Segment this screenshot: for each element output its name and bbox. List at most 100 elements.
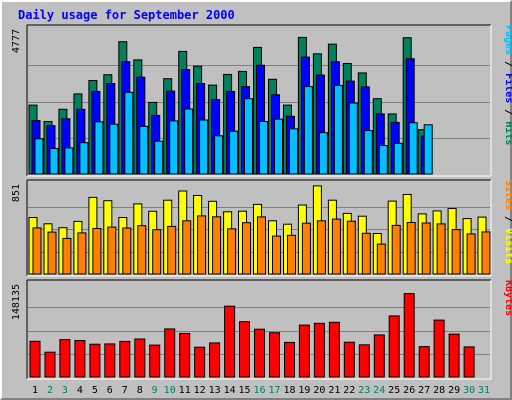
day-label-25: 25 (388, 385, 400, 396)
hits_panel-bar-pages-day-16 (259, 121, 268, 175)
day-label-7: 7 (122, 385, 128, 396)
day-label-28: 28 (433, 385, 445, 396)
hits_panel-bar-pages-day-20 (318, 132, 328, 175)
visits_panel-legend: Sites / Visits (503, 180, 512, 264)
visits_panel-bar-sites-day-19 (301, 222, 311, 275)
visits_panel-bar-sites-day-13 (212, 216, 222, 275)
day-label-16: 16 (253, 385, 265, 396)
hits_panel-bar-pages-day-24 (378, 145, 388, 175)
visits_panel-bar-sites-day-15 (242, 222, 251, 275)
day-label-18: 18 (283, 385, 295, 396)
hits_panel-bar-pages-day-14 (229, 130, 239, 175)
kbytes_panel-bar-kbytes-day-9 (149, 344, 161, 378)
visits_panel-bar-sites-day-23 (361, 232, 371, 275)
day-label-24: 24 (373, 385, 385, 396)
visits_panel-legend-part-2: Visits (503, 228, 512, 264)
day-label-4: 4 (77, 385, 83, 396)
hits_panel-bar-pages-day-4 (79, 142, 89, 175)
kbytes_panel-bar-kbytes-day-2 (44, 351, 56, 378)
hits_panel-legend-part-0: Pages (503, 25, 512, 55)
day-label-27: 27 (418, 385, 430, 396)
visits_panel-bar-sites-day-27 (421, 222, 431, 275)
visits_panel-bar-sites-day-21 (331, 218, 341, 275)
visits_panel-bar-sites-day-6 (107, 226, 117, 275)
day-label-8: 8 (137, 385, 143, 396)
hits_panel-bar-pages-day-9 (154, 140, 164, 175)
kbytes_panel-bar-kbytes-day-29 (448, 333, 460, 378)
day-label-29: 29 (448, 385, 460, 396)
day-label-3: 3 (62, 385, 68, 396)
hits_panel-bar-pages-day-23 (363, 130, 373, 175)
visits_panel-bar-sites-day-18 (287, 234, 296, 275)
day-label-15: 15 (238, 385, 250, 396)
hits_panel-bar-pages-day-25 (393, 142, 403, 175)
visits_panel-bar-sites-day-22 (346, 220, 356, 275)
visits_panel-bar-sites-day-17 (272, 235, 281, 275)
hits_panel-bar-pages-day-8 (139, 125, 149, 175)
hits_panel-legend-part-1: / (503, 55, 512, 73)
hits_panel-bar-pages-day-21 (333, 84, 343, 175)
day-label-5: 5 (92, 385, 98, 396)
kbytes_panel-bar-kbytes-day-1 (29, 340, 41, 378)
kbytes_panel-bar-kbytes-day-16 (254, 328, 265, 378)
kbytes_panel-max-label: 148135 (11, 284, 22, 320)
visits_panel-bar-sites-day-16 (257, 216, 266, 275)
kbytes_panel-bar-kbytes-day-3 (59, 339, 71, 378)
hits_panel-bar-pages-day-17 (274, 118, 283, 175)
visits_panel-bar-sites-day-31 (481, 231, 491, 275)
visits_panel-bar-sites-day-11 (182, 220, 192, 275)
day-label-22: 22 (343, 385, 355, 396)
visits_panel-bar-sites-day-28 (436, 223, 446, 275)
visits_panel-bar-sites-day-26 (406, 222, 416, 275)
visits_panel-bar-sites-day-10 (167, 225, 177, 275)
visits_panel-bar-sites-day-7 (122, 227, 132, 275)
kbytes_panel-bar-kbytes-day-6 (104, 343, 116, 378)
kbytes_panel-bar-kbytes-day-10 (164, 328, 176, 378)
visits_panel-legend-part-1: / (503, 210, 512, 228)
visits_panel-bar-sites-day-30 (466, 233, 476, 275)
visits_panel-legend-part-0: Sites (503, 180, 512, 210)
kbytes_panel-bar-kbytes-day-19 (298, 324, 310, 378)
hits_panel-bar-pages-day-15 (244, 98, 253, 175)
day-label-6: 6 (107, 385, 113, 396)
hits_panel-bar-pages-day-19 (303, 86, 313, 175)
hits_panel-bar-pages-day-18 (289, 128, 298, 175)
visits_panel-bar-sites-day-3 (62, 237, 72, 275)
kbytes_panel-bar-kbytes-day-8 (134, 338, 146, 378)
kbytes_panel-bar-kbytes-day-25 (388, 315, 400, 378)
hits_panel-bar-pages-day-11 (184, 108, 194, 175)
hits_panel-legend-part-4: Hits (503, 121, 512, 145)
visits_panel-bar-sites-day-25 (391, 224, 401, 275)
kbytes_panel-legend-part-0: KBytes (503, 280, 512, 316)
day-label-11: 11 (179, 385, 191, 396)
kbytes_panel-bar-kbytes-day-12 (194, 346, 206, 378)
kbytes_panel-bar-kbytes-day-21 (328, 321, 340, 378)
kbytes_panel-bar-kbytes-day-5 (89, 343, 101, 378)
day-label-10: 10 (164, 385, 176, 396)
visits_panel-bar-sites-day-20 (316, 220, 326, 275)
kbytes_panel-bar-kbytes-day-15 (239, 321, 250, 378)
kbytes_panel-bar-kbytes-day-7 (119, 340, 131, 378)
chart-title: Daily usage for September 2000 (18, 8, 235, 22)
day-label-17: 17 (268, 385, 280, 396)
kbytes_panel-bar-kbytes-day-24 (373, 334, 385, 378)
day-label-26: 26 (403, 385, 415, 396)
day-label-19: 19 (298, 385, 310, 396)
day-label-20: 20 (313, 385, 325, 396)
hits_panel-bar-pages-day-10 (169, 120, 179, 175)
hits_panel-bar-pages-day-3 (64, 147, 74, 175)
visits_panel-bar-sites-day-5 (92, 228, 102, 275)
kbytes_panel-legend: KBytes (503, 280, 512, 316)
visits_panel-bar-sites-day-2 (47, 231, 57, 275)
visits_panel-bar-sites-day-8 (137, 225, 147, 275)
kbytes_panel-bar-kbytes-day-30 (463, 346, 475, 378)
day-label-21: 21 (328, 385, 340, 396)
day-label-9: 9 (152, 385, 158, 396)
visits_panel-bar-sites-day-14 (227, 228, 237, 275)
hits_panel-bar-pages-day-7 (124, 91, 134, 175)
visits_panel-bar-sites-day-4 (77, 232, 87, 275)
hits_panel-bar-pages-day-12 (199, 119, 209, 175)
hits_panel-bar-pages-day-13 (214, 135, 224, 175)
kbytes_panel-bar-kbytes-day-28 (433, 319, 445, 378)
